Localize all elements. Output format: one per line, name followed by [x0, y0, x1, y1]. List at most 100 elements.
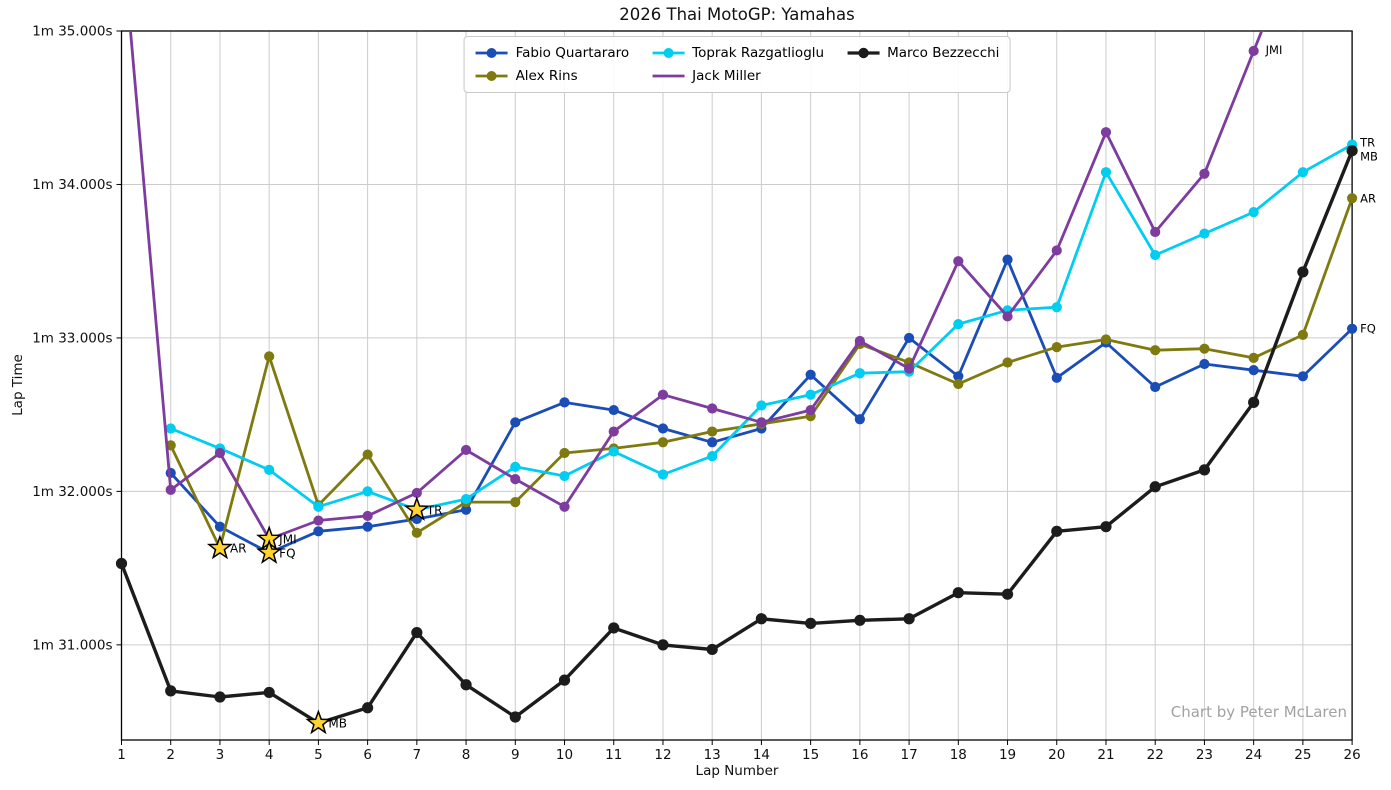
x-tick-label: 23: [1196, 747, 1213, 763]
fastest-lap-star-FQ: [256, 539, 283, 564]
data-point-TR-lap-14: [756, 400, 767, 411]
data-point-TR-lap-21: [1100, 167, 1112, 178]
data-point-JMI-lap-17: [903, 363, 915, 374]
data-point-AR-lap-12: [657, 437, 669, 448]
data-point-MB-lap-10: [558, 674, 571, 686]
data-point-TR-lap-23: [1199, 228, 1210, 239]
data-point-AR-lap-6: [362, 449, 373, 460]
data-point-MB-lap-2: [165, 685, 177, 697]
legend-handle-line-marker-icon: [847, 47, 880, 59]
x-axis-label: Lap Number: [695, 763, 779, 779]
data-point-MB-lap-8: [460, 679, 472, 691]
data-point-AR-lap-4: [264, 351, 275, 362]
data-point-JMI-lap-11: [608, 426, 619, 437]
x-tick-label: 20: [1048, 747, 1065, 763]
data-point-JMI-lap-7: [411, 487, 422, 499]
series-JMI: [129, 31, 1264, 545]
data-point-AR-lap-26: [1347, 193, 1358, 204]
data-point-MB-lap-16: [854, 614, 866, 626]
data-point-MB-lap-15: [805, 617, 817, 629]
fastest-lap-star-AR: [206, 534, 234, 560]
data-point-JMI-lap-2: [165, 484, 176, 495]
x-tick-label: 3: [216, 747, 225, 763]
data-point-MB-lap-22: [1149, 481, 1161, 493]
legend-column-1: Fabio Quartararo Alex Rins: [475, 43, 629, 86]
data-point-MB-lap-13: [706, 643, 718, 656]
data-point-JMI-lap-14: [756, 417, 767, 428]
data-point-MB-lap-25: [1297, 266, 1309, 278]
data-point-FQ-lap-26: [1347, 323, 1358, 334]
data-point-JMI-lap-12: [657, 389, 669, 400]
data-point-TR-lap-10: [559, 470, 570, 482]
data-point-MB-lap-6: [362, 702, 374, 714]
data-point-JMI-lap-6: [362, 510, 373, 522]
y-tick-label: 1m 35.000s: [32, 24, 112, 40]
data-point-MB-lap-12: [657, 639, 669, 651]
plot-border: [120, 30, 1353, 741]
data-point-JMI-lap-16: [854, 335, 865, 347]
fastest-lap-star-MB: [305, 709, 332, 735]
fastest-lap-label-JMI: JMI: [278, 532, 296, 546]
data-point-AR-lap-20: [1051, 342, 1062, 353]
data-point-FQ-lap-25: [1297, 371, 1308, 382]
data-point-TR-lap-18: [953, 319, 964, 330]
end-label-MB: MB: [1360, 150, 1378, 164]
data-point-MB-lap-14: [755, 613, 768, 625]
data-point-JMI-lap-13: [707, 403, 718, 414]
x-tick-label: 19: [999, 747, 1016, 763]
data-point-FQ-lap-22: [1150, 381, 1161, 393]
x-tick-label: 21: [1097, 747, 1114, 763]
data-point-AR-lap-22: [1150, 345, 1161, 356]
x-tick-label: 2: [166, 747, 175, 763]
data-point-TR-lap-12: [657, 469, 669, 480]
data-point-TR-lap-13: [707, 450, 718, 462]
data-point-FQ-lap-6: [362, 521, 373, 532]
end-label-FQ: FQ: [1360, 322, 1376, 336]
data-point-MB-lap-24: [1248, 396, 1260, 408]
legend-column-2: Toprak Razgatlioglu Jack Miller: [651, 43, 824, 86]
data-point-TR-lap-15: [805, 389, 816, 400]
x-tick-label: 22: [1147, 747, 1164, 763]
series-MB: [115, 145, 1358, 729]
data-point-MB-lap-20: [1051, 525, 1063, 537]
data-point-JMI-lap-10: [559, 501, 570, 512]
series-TR: [165, 139, 1358, 515]
y-tick-label: 1m 31.000s: [32, 637, 112, 653]
data-point-JMI-lap-22: [1150, 226, 1161, 238]
data-point-AR-lap-7: [411, 527, 422, 538]
series-line-MB: [121, 150, 1353, 725]
end-label-TR: TR: [1359, 136, 1375, 150]
data-point-FQ-lap-19: [1002, 254, 1013, 265]
legend-item-marco-bezzecchi: Marco Bezzecchi: [846, 43, 999, 63]
y-tick-label: 1m 33.000s: [32, 330, 112, 346]
data-point-MB-lap-26: [1346, 145, 1358, 157]
data-point-AR-lap-18: [953, 378, 964, 390]
x-tick-label: 25: [1294, 747, 1311, 763]
x-tick-label: 1: [117, 747, 126, 763]
fastest-lap-star-TR: [403, 496, 430, 521]
data-point-TR-lap-20: [1051, 302, 1062, 313]
legend-label: Marco Bezzecchi: [887, 45, 1000, 61]
data-point-FQ-lap-20: [1051, 372, 1062, 383]
data-point-JMI-lap-23: [1199, 168, 1210, 179]
x-tick-label: 16: [851, 747, 868, 763]
data-point-FQ-lap-15: [805, 369, 816, 380]
data-point-AR-lap-21: [1100, 334, 1112, 345]
data-point-MB-lap-23: [1198, 464, 1211, 476]
data-point-AR-lap-13: [707, 426, 718, 437]
legend-handle-line-marker-icon: [652, 48, 685, 58]
legend-label: Jack Miller: [692, 68, 761, 84]
legend-label: Alex Rins: [515, 68, 578, 84]
data-point-TR-lap-9: [510, 461, 521, 472]
data-point-JMI-lap-21: [1100, 127, 1112, 138]
data-point-TR-lap-11: [608, 446, 619, 457]
data-point-MB-lap-1: [115, 557, 128, 570]
fastest-lap-label-TR: TR: [426, 503, 443, 517]
data-point-FQ-lap-3: [214, 521, 226, 532]
data-point-MB-lap-3: [214, 691, 226, 703]
axis-ticks: [116, 30, 1353, 745]
x-tick-label: 7: [413, 747, 422, 763]
